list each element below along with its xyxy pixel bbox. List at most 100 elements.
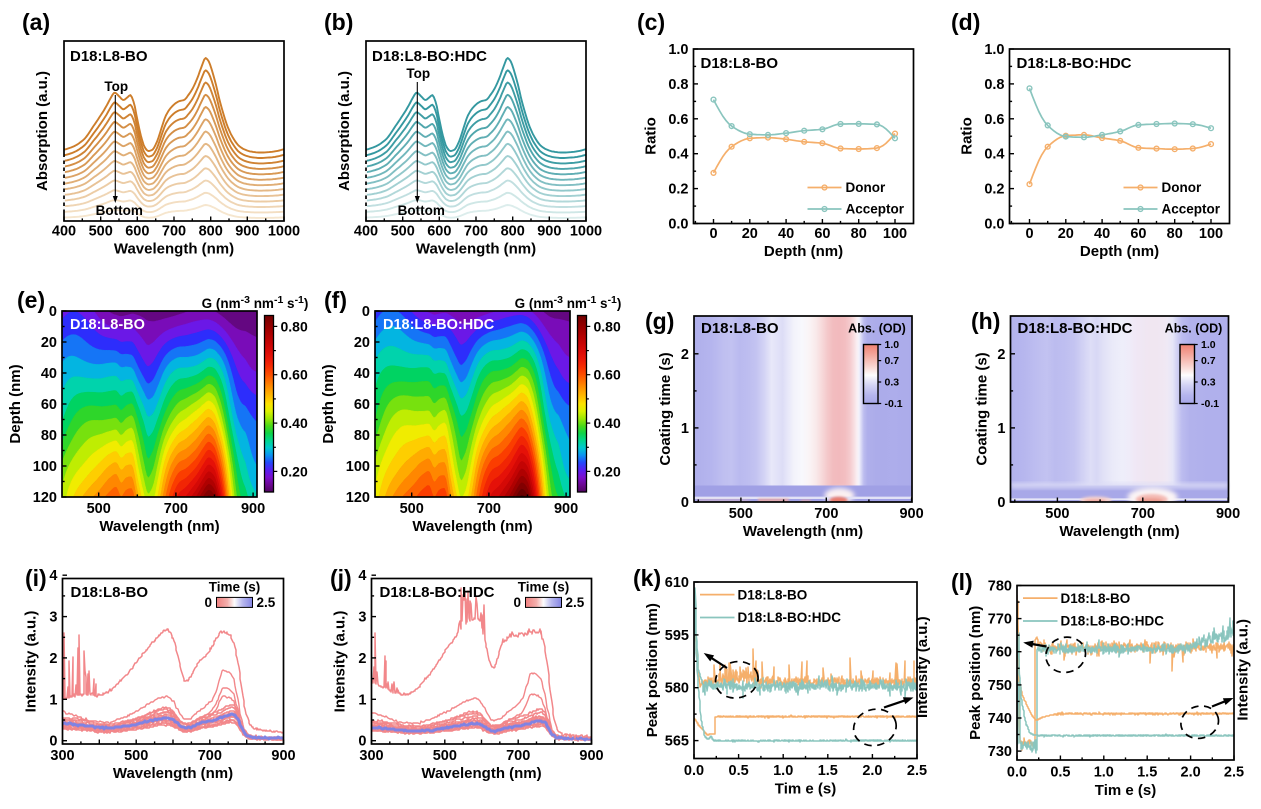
svg-text:1.0: 1.0 bbox=[668, 42, 688, 58]
svg-text:600: 600 bbox=[125, 224, 149, 240]
svg-text:-0.1: -0.1 bbox=[1201, 398, 1219, 410]
svg-text:3: 3 bbox=[49, 610, 57, 626]
svg-text:0.60: 0.60 bbox=[594, 367, 621, 383]
svg-text:D18:L8-BO: D18:L8-BO bbox=[70, 317, 145, 333]
svg-text:0.0: 0.0 bbox=[984, 217, 1004, 233]
svg-text:1: 1 bbox=[997, 421, 1005, 437]
svg-text:Wavelength (nm): Wavelength (nm) bbox=[99, 518, 219, 535]
svg-text:Wavelength (nm): Wavelength (nm) bbox=[1059, 523, 1179, 540]
svg-text:700: 700 bbox=[162, 224, 186, 240]
svg-text:1.5: 1.5 bbox=[818, 763, 838, 779]
svg-text:Top: Top bbox=[104, 79, 128, 94]
svg-text:Depth (nm): Depth (nm) bbox=[7, 364, 24, 443]
svg-text:60: 60 bbox=[814, 226, 830, 242]
svg-text:565: 565 bbox=[665, 734, 689, 750]
svg-text:Coating time (s): Coating time (s) bbox=[974, 352, 991, 465]
svg-text:Tim e (s): Tim e (s) bbox=[775, 781, 836, 798]
svg-text:2: 2 bbox=[997, 347, 1005, 363]
svg-text:500: 500 bbox=[87, 501, 111, 517]
svg-text:1.0: 1.0 bbox=[1201, 339, 1216, 351]
svg-text:700: 700 bbox=[164, 501, 188, 517]
svg-text:0.3: 0.3 bbox=[1201, 377, 1216, 389]
svg-text:610: 610 bbox=[665, 575, 689, 591]
svg-text:4: 4 bbox=[49, 568, 57, 584]
svg-text:0.8: 0.8 bbox=[668, 77, 688, 93]
svg-text:0: 0 bbox=[1025, 226, 1033, 242]
svg-text:D18:L8-BO: D18:L8-BO bbox=[70, 48, 148, 65]
svg-text:Wavelength (nm): Wavelength (nm) bbox=[743, 523, 863, 540]
svg-text:100: 100 bbox=[346, 459, 370, 475]
svg-text:(e): (e) bbox=[17, 287, 45, 313]
svg-text:900: 900 bbox=[554, 501, 578, 517]
svg-text:G (nm-3 nm-1 s-1): G (nm-3 nm-1 s-1) bbox=[202, 294, 309, 311]
svg-text:100: 100 bbox=[33, 459, 57, 475]
svg-text:900: 900 bbox=[579, 748, 603, 764]
svg-text:100: 100 bbox=[1199, 226, 1223, 242]
svg-text:80: 80 bbox=[41, 428, 57, 444]
svg-text:D18:L8-BO:HDC: D18:L8-BO:HDC bbox=[1018, 320, 1133, 337]
svg-text:80: 80 bbox=[354, 428, 370, 444]
svg-text:Wavelength (nm): Wavelength (nm) bbox=[113, 765, 233, 782]
svg-text:Wavelength (nm): Wavelength (nm) bbox=[412, 518, 532, 535]
svg-text:40: 40 bbox=[354, 366, 370, 382]
svg-text:0.0: 0.0 bbox=[1007, 765, 1027, 781]
svg-text:Bottom: Bottom bbox=[398, 203, 445, 218]
svg-text:40: 40 bbox=[1094, 226, 1110, 242]
svg-text:800: 800 bbox=[199, 224, 223, 240]
svg-text:Depth (nm): Depth (nm) bbox=[320, 364, 337, 443]
svg-text:0.6: 0.6 bbox=[984, 112, 1004, 128]
svg-text:0.4: 0.4 bbox=[668, 147, 688, 163]
svg-text:Time (s): Time (s) bbox=[518, 580, 570, 595]
svg-text:Intensity (a.u.): Intensity (a.u.) bbox=[1235, 619, 1252, 721]
svg-text:D18:L8-BO:HDC: D18:L8-BO:HDC bbox=[372, 48, 487, 65]
svg-text:D18:L8-BO: D18:L8-BO bbox=[701, 55, 779, 72]
svg-text:0.2: 0.2 bbox=[984, 182, 1004, 198]
svg-text:20: 20 bbox=[354, 335, 370, 351]
svg-text:60: 60 bbox=[1130, 226, 1146, 242]
svg-text:Absorption (a.u.): Absorption (a.u.) bbox=[34, 71, 51, 191]
svg-text:Tim e (s): Tim e (s) bbox=[1095, 782, 1156, 799]
svg-text:D18:L8-BO: D18:L8-BO bbox=[738, 587, 808, 602]
svg-text:Abs. (OD): Abs. (OD) bbox=[1165, 322, 1223, 336]
svg-text:20: 20 bbox=[41, 335, 57, 351]
svg-text:0.5: 0.5 bbox=[1050, 765, 1070, 781]
svg-text:D18:L8-BO: D18:L8-BO bbox=[701, 320, 779, 337]
svg-text:0.6: 0.6 bbox=[668, 112, 688, 128]
svg-text:D18:L8-BO:HDC: D18:L8-BO:HDC bbox=[1061, 614, 1165, 629]
svg-text:Intensity (a.u.): Intensity (a.u.) bbox=[332, 611, 349, 713]
svg-text:D18:L8-BO:HDC: D18:L8-BO:HDC bbox=[383, 317, 495, 333]
svg-text:Donor: Donor bbox=[846, 180, 886, 195]
svg-text:900: 900 bbox=[899, 506, 923, 522]
svg-text:1: 1 bbox=[49, 692, 57, 708]
svg-text:900: 900 bbox=[1216, 506, 1240, 522]
svg-text:0.20: 0.20 bbox=[281, 463, 308, 479]
svg-text:760: 760 bbox=[988, 645, 1012, 661]
svg-text:740: 740 bbox=[988, 711, 1012, 727]
svg-text:0.8: 0.8 bbox=[984, 77, 1004, 93]
svg-text:(b): (b) bbox=[324, 9, 353, 35]
svg-text:900: 900 bbox=[271, 748, 295, 764]
svg-text:120: 120 bbox=[346, 490, 370, 506]
svg-text:D18:L8-BO:HDC: D18:L8-BO:HDC bbox=[380, 584, 495, 601]
svg-text:(k): (k) bbox=[633, 565, 661, 591]
svg-text:0: 0 bbox=[49, 734, 57, 750]
svg-text:100: 100 bbox=[883, 226, 907, 242]
svg-text:Intensity (a.u.): Intensity (a.u.) bbox=[914, 616, 931, 718]
svg-text:0.7: 0.7 bbox=[1201, 355, 1216, 367]
svg-text:770: 770 bbox=[988, 612, 1012, 628]
svg-text:Wavelength (nm): Wavelength (nm) bbox=[421, 765, 541, 782]
svg-text:0.40: 0.40 bbox=[594, 415, 621, 431]
svg-text:4: 4 bbox=[358, 568, 366, 584]
svg-text:(h): (h) bbox=[971, 308, 1000, 334]
svg-text:700: 700 bbox=[198, 748, 222, 764]
svg-text:(f): (f) bbox=[324, 287, 347, 313]
svg-text:2.5: 2.5 bbox=[257, 595, 276, 610]
svg-text:400: 400 bbox=[52, 224, 76, 240]
svg-text:Abs. (OD): Abs. (OD) bbox=[848, 322, 906, 336]
svg-text:300: 300 bbox=[50, 748, 74, 764]
svg-text:0.2: 0.2 bbox=[668, 182, 688, 198]
svg-text:0: 0 bbox=[709, 226, 717, 242]
svg-text:D18:L8-BO: D18:L8-BO bbox=[1061, 591, 1131, 606]
svg-text:80: 80 bbox=[1167, 226, 1183, 242]
svg-text:2: 2 bbox=[49, 651, 57, 667]
